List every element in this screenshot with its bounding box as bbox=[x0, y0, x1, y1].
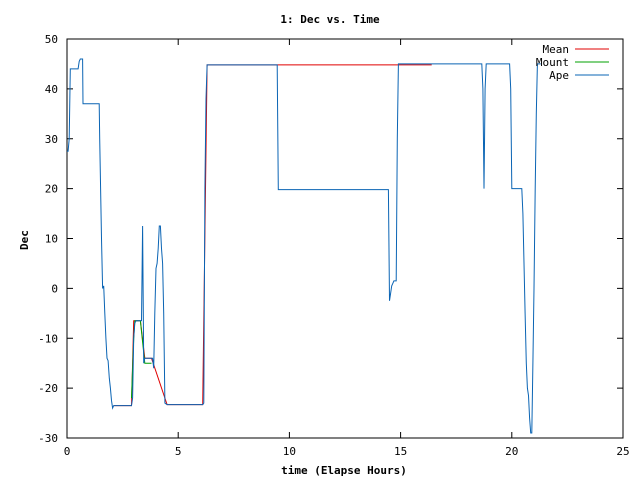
y-tick-label: -20 bbox=[38, 382, 58, 395]
legend-label-mean: Mean bbox=[543, 43, 570, 56]
ticks: 0 5 10 15 20 25 -30 -20 -10 0 10 20 30 40 50 bbox=[38, 33, 630, 458]
y-tick-label: 0 bbox=[51, 282, 58, 295]
plot-frame bbox=[66, 38, 624, 439]
x-tick-label: 0 bbox=[64, 445, 71, 458]
series-line-ape bbox=[67, 58, 541, 434]
x-tick-label: 20 bbox=[505, 445, 518, 458]
legend-label-mount: Mount bbox=[536, 56, 569, 69]
x-tick-label: 10 bbox=[283, 445, 296, 458]
y-tick-label: 40 bbox=[45, 83, 58, 96]
legend-label-ape: Ape bbox=[549, 69, 569, 82]
y-tick-label: 20 bbox=[45, 183, 58, 196]
series-lines bbox=[67, 58, 541, 434]
x-tick-label: 15 bbox=[394, 445, 407, 458]
y-tick-label: 30 bbox=[45, 133, 58, 146]
y-axis-label: Dec bbox=[18, 230, 31, 250]
y-tick-label: 50 bbox=[45, 33, 58, 46]
series-line-mean bbox=[113, 64, 432, 407]
y-tick-label: -10 bbox=[38, 332, 58, 345]
chart-title: 1: Dec vs. Time bbox=[280, 13, 380, 26]
x-tick-label: 25 bbox=[616, 445, 629, 458]
x-axis-label: time (Elapse Hours) bbox=[281, 464, 407, 477]
x-tick-label: 5 bbox=[175, 445, 182, 458]
y-tick-label: 10 bbox=[45, 233, 58, 246]
axes bbox=[66, 38, 624, 439]
y-tick-label: -30 bbox=[38, 432, 58, 445]
